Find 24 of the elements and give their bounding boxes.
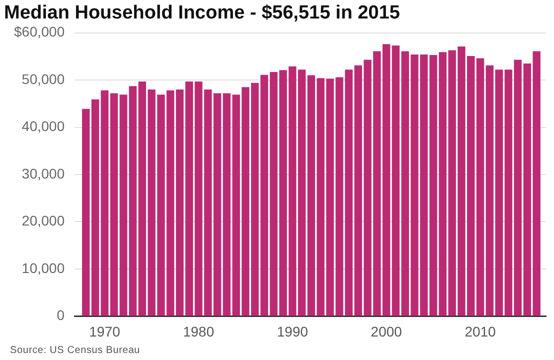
x-tick-label: 1980 bbox=[182, 323, 214, 340]
bar bbox=[532, 51, 540, 316]
bar bbox=[176, 89, 184, 316]
bar bbox=[82, 108, 90, 316]
y-tick-label: 0 bbox=[56, 307, 65, 324]
bar bbox=[91, 99, 100, 316]
bar bbox=[476, 58, 484, 316]
bar bbox=[392, 46, 400, 316]
y-tick-label: 40,000 bbox=[22, 118, 65, 134]
y-tick-label: 50,000 bbox=[22, 70, 65, 87]
chart-title: Median Household Income - $56,515 in 2015 bbox=[4, 2, 400, 24]
y-tick-label: 30,000 bbox=[22, 165, 65, 182]
y-tick-label: 20,000 bbox=[22, 212, 65, 229]
x-tick-label: 2000 bbox=[370, 323, 402, 340]
bar bbox=[222, 93, 231, 316]
x-tick-label: 1970 bbox=[89, 323, 120, 340]
x-tick-label: 2010 bbox=[464, 323, 496, 340]
y-tick-label: 10,000 bbox=[22, 260, 65, 276]
x-tick-label: 1990 bbox=[276, 323, 308, 340]
bar bbox=[138, 81, 146, 316]
bar bbox=[307, 75, 316, 316]
source-note: Source: US Census Bureau bbox=[10, 345, 140, 356]
bar bbox=[523, 64, 532, 316]
y-tick-label: $60,000 bbox=[14, 24, 65, 40]
